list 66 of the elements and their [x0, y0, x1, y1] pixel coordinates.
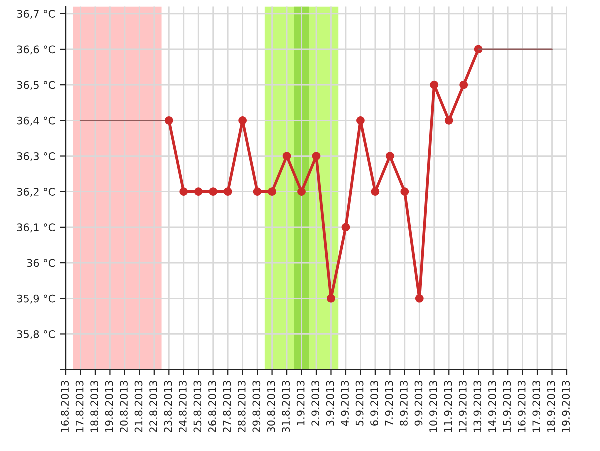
- x-tick-label: 23.8.2013: [164, 381, 172, 432]
- y-tick-label: 36,2 °C: [17, 188, 56, 198]
- point: [164, 116, 174, 125]
- x-tick-label: 4.9.2013: [341, 381, 349, 426]
- x-tick-label: 22.8.2013: [150, 381, 158, 432]
- x-tick-label: 13.9.2013: [474, 381, 482, 432]
- x-tick-label: 16.8.2013: [61, 381, 70, 432]
- point: [400, 188, 410, 196]
- x-tick-label: 21.8.2013: [134, 381, 143, 432]
- x-tick-label: 12.9.2013: [458, 381, 467, 432]
- x-tick-label: 26.8.2013: [208, 381, 216, 432]
- point: [298, 188, 306, 196]
- point: [444, 116, 454, 125]
- y-tick-label: 36,4 °C: [17, 116, 56, 126]
- y-tick-label: 35,9 °C: [17, 294, 56, 304]
- y-tick-label: 36,3 °C: [17, 152, 56, 162]
- x-tick-label: 14.9.2013: [488, 381, 496, 432]
- x-tick-label: 19.9.2013: [562, 381, 570, 432]
- x-tick-label: 3.9.2013: [326, 381, 334, 426]
- x-tick-label: 19.8.2013: [105, 381, 114, 432]
- x-tick-label: 30.8.2013: [267, 381, 276, 432]
- point: [430, 80, 439, 90]
- x-tick-label: 16.9.2013: [518, 381, 526, 432]
- point: [238, 116, 247, 125]
- point: [180, 188, 188, 196]
- point: [312, 152, 321, 160]
- x-tick-label: 5.9.2013: [356, 381, 364, 426]
- point: [386, 152, 394, 160]
- point: [327, 294, 336, 303]
- x-tick-label: 18.8.2013: [90, 381, 98, 432]
- x-tick-label: 8.9.2013: [400, 381, 408, 426]
- x-tick-label: 29.8.2013: [252, 381, 261, 432]
- x-tick-label: 31.8.2013: [282, 381, 290, 432]
- y-tick-label: 36,1 °C: [17, 224, 56, 233]
- y-tick-label: 36 °C: [27, 259, 56, 268]
- x-tick-label: 2.9.2013: [312, 381, 320, 426]
- x-tick-label: 7.9.2013: [385, 381, 394, 426]
- y-tick-label: 35,8 °C: [17, 330, 56, 340]
- x-tick-label: 17.9.2013: [532, 381, 541, 432]
- point: [224, 188, 232, 196]
- x-tick-label: 18.9.2013: [547, 381, 556, 432]
- point: [194, 188, 203, 196]
- x-tick-label: 17.8.2013: [76, 381, 84, 432]
- y-tick-label: 36,5 °C: [17, 81, 56, 90]
- x-tick-label: 15.9.2013: [503, 381, 512, 432]
- x-tick-label: 1.9.2013: [296, 381, 305, 426]
- point: [253, 188, 262, 196]
- point: [209, 188, 218, 196]
- point: [460, 80, 468, 90]
- x-tick-label: 20.8.2013: [120, 381, 128, 432]
- point: [282, 152, 292, 160]
- point: [371, 188, 380, 196]
- x-tick-label: 10.9.2013: [430, 381, 438, 432]
- y-tick-label: 36,7 °C: [17, 10, 56, 20]
- x-tick-label: 11.9.2013: [444, 381, 452, 432]
- point: [415, 294, 424, 303]
- x-tick-label: 9.9.2013: [414, 381, 423, 426]
- x-tick-label: 6.9.2013: [370, 381, 378, 426]
- x-tick-label: 25.8.2013: [194, 381, 202, 432]
- point: [356, 116, 365, 125]
- y-tick-label: 36,6 °C: [17, 46, 56, 55]
- x-tick-label: 27.8.2013: [223, 381, 232, 432]
- x-tick-label: 24.8.2013: [179, 381, 187, 432]
- x-tick-label: 28.8.2013: [238, 381, 246, 432]
- point: [342, 223, 350, 232]
- point: [268, 188, 276, 196]
